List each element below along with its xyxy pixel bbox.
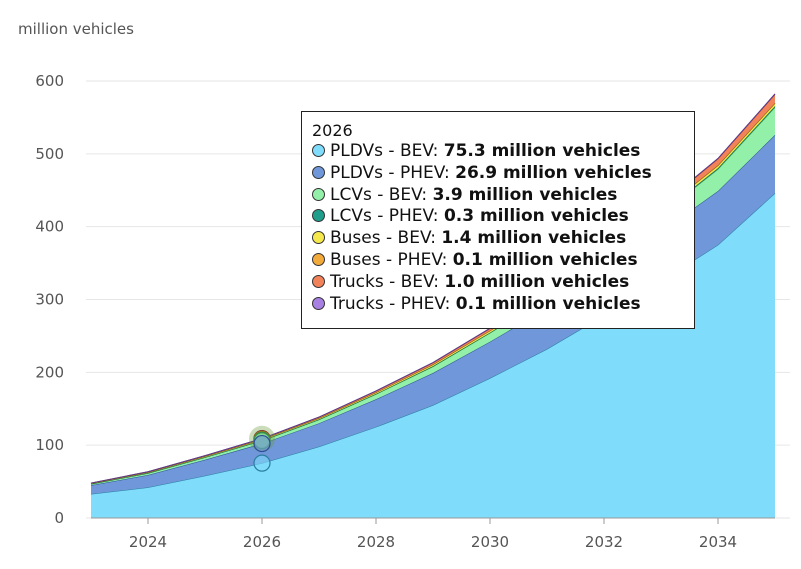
tooltip-series-label: LCVs - PHEV: xyxy=(330,206,439,227)
tooltip: 2026 PLDVs - BEV: 75.3 million vehicles P… xyxy=(301,111,695,329)
x-tick-label: 2026 xyxy=(243,533,281,551)
y-tick-label: 200 xyxy=(35,363,64,381)
tooltip-series-label: Trucks - BEV: xyxy=(330,271,440,292)
x-tick-label: 2032 xyxy=(585,533,623,551)
tooltip-row: PLDVs - PHEV: 26.9 million vehicles xyxy=(312,163,684,185)
series-color-dot-icon xyxy=(312,165,325,179)
tooltip-series-label: Buses - PHEV: xyxy=(330,249,448,270)
y-tick-label: 0 xyxy=(54,509,64,527)
y-tick-label: 100 xyxy=(35,436,64,454)
series-color-dot-icon xyxy=(312,187,325,201)
tooltip-series-label: PLDVs - PHEV: xyxy=(330,162,450,183)
tooltip-series-value: 0.3 million vehicles xyxy=(443,206,629,227)
series-color-dot-icon xyxy=(312,209,325,223)
y-tick-label: 400 xyxy=(35,218,64,236)
x-tick-label: 2030 xyxy=(471,533,509,551)
tooltip-row: Trucks - PHEV: 0.1 million vehicles xyxy=(312,294,684,316)
tooltip-series-value: 26.9 million vehicles xyxy=(455,162,652,183)
y-tick-label: 500 xyxy=(35,145,64,163)
y-axis-unit-label: million vehicles xyxy=(18,20,134,38)
y-tick-label: 300 xyxy=(35,291,64,309)
x-tick-label: 2034 xyxy=(699,533,737,551)
tooltip-series-label: PLDVs - BEV: xyxy=(330,141,439,161)
series-color-dot-icon xyxy=(312,274,325,288)
tooltip-year: 2026 xyxy=(312,121,353,140)
tooltip-series-value: 0.1 million vehicles xyxy=(452,249,638,270)
tooltip-row: LCVs - BEV: 3.9 million vehicles xyxy=(312,185,684,207)
series-color-dot-icon xyxy=(312,144,325,157)
tooltip-row: LCVs - PHEV: 0.3 million vehicles xyxy=(312,206,684,228)
tooltip-row: Buses - PHEV: 0.1 million vehicles xyxy=(312,250,684,272)
x-tick-label: 2028 xyxy=(357,533,395,551)
series-color-dot-icon xyxy=(312,296,325,310)
hover-marker xyxy=(253,434,271,453)
tooltip-series-value: 3.9 million vehicles xyxy=(432,184,618,205)
hover-marker xyxy=(253,454,271,472)
area-series-pldvs-bev[interactable] xyxy=(91,193,775,518)
tooltip-row: Trucks - BEV: 1.0 million vehicles xyxy=(312,272,684,294)
tooltip-row: Buses - BEV: 1.4 million vehicles xyxy=(312,228,684,250)
tooltip-series-value: 1.4 million vehicles xyxy=(441,228,627,249)
tooltip-series-label: Buses - BEV: xyxy=(330,228,436,249)
tooltip-series-value: 1.0 million vehicles xyxy=(444,271,630,292)
x-tick-label: 2024 xyxy=(129,533,167,551)
tooltip-series-label: LCVs - BEV: xyxy=(330,184,428,205)
tooltip-row: PLDVs - BEV: 75.3 million vehicles xyxy=(312,141,684,163)
tooltip-series-value: 0.1 million vehicles xyxy=(455,293,641,314)
y-tick-label: 600 xyxy=(35,72,64,90)
tooltip-series-label: Trucks - PHEV: xyxy=(330,293,451,314)
tooltip-series-value: 75.3 million vehicles xyxy=(443,141,641,161)
series-color-dot-icon xyxy=(312,231,325,245)
series-color-dot-icon xyxy=(312,252,325,266)
